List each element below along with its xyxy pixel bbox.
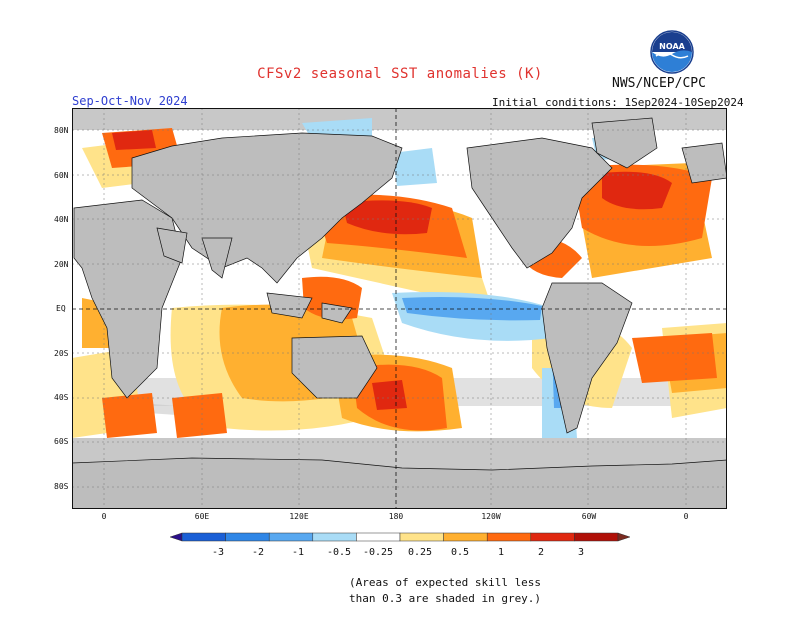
colorbar-tick: 2	[537, 547, 545, 558]
lat-label: 60N	[54, 171, 69, 180]
map-frame	[72, 108, 727, 509]
lon-label: 120E	[289, 512, 309, 521]
lon-label: 0	[101, 512, 107, 521]
colorbar-cell	[486, 532, 532, 542]
noaa-logo: NOAA	[650, 30, 694, 74]
colorbar-tick: -1	[291, 547, 305, 558]
lon-label: 180	[388, 512, 404, 521]
agency-label: NWS/NCEP/CPC	[612, 76, 706, 91]
lon-label: 120W	[481, 512, 501, 521]
colorbar-tick: -0.25	[362, 547, 394, 558]
colorbar-tick: 1	[497, 547, 505, 558]
map-gridlines	[72, 108, 727, 509]
colorbar-tick: 3	[577, 547, 585, 558]
lat-label: 80S	[54, 482, 69, 491]
season-label: Sep-Oct-Nov 2024	[72, 94, 188, 108]
colorbar-cell	[399, 532, 444, 542]
svg-text:NOAA: NOAA	[659, 42, 685, 51]
colorbar-cell	[617, 532, 630, 542]
initial-conditions: Initial conditions: 1Sep2024-10Sep2024	[492, 96, 744, 109]
colorbar-cell	[356, 532, 401, 542]
lat-label: EQ	[56, 304, 66, 313]
lon-label: 60E	[194, 512, 210, 521]
colorbar-cell	[170, 532, 183, 542]
colorbar-tick: 0.5	[450, 547, 470, 558]
colorbar-cell	[530, 532, 575, 542]
colorbar-cell	[312, 532, 357, 542]
colorbar-cell	[268, 532, 314, 542]
lon-label: 60W	[581, 512, 597, 521]
positive-anomalies-red	[112, 130, 672, 410]
colorbar-cell	[181, 532, 226, 542]
colorbar-tick: -3	[211, 547, 225, 558]
lat-label: 40N	[54, 215, 69, 224]
lat-label: 20S	[54, 349, 69, 358]
lat-label: 20N	[54, 260, 69, 269]
colorbar-cell	[443, 532, 488, 542]
lat-label: 80N	[54, 126, 69, 135]
colorbar	[170, 532, 630, 542]
colorbar-tick: -2	[251, 547, 265, 558]
colorbar-cell	[225, 532, 270, 542]
skill-note-line1: (Areas of expected skill less	[349, 576, 542, 589]
sst-anomaly-map	[72, 108, 727, 509]
skill-note-line2: than 0.3 are shaded in grey.)	[349, 592, 542, 605]
chart-title: CFSv2 seasonal SST anomalies (K)	[257, 66, 543, 82]
colorbar-tick: 0.25	[407, 547, 433, 558]
colorbar-cell	[574, 532, 619, 542]
lat-label: 40S	[54, 393, 69, 402]
land-masses	[72, 117, 727, 509]
lon-label: 0	[683, 512, 689, 521]
map-reference-lines	[72, 108, 727, 509]
lat-label: 60S	[54, 437, 69, 446]
colorbar-tick: -0.5	[326, 547, 352, 558]
